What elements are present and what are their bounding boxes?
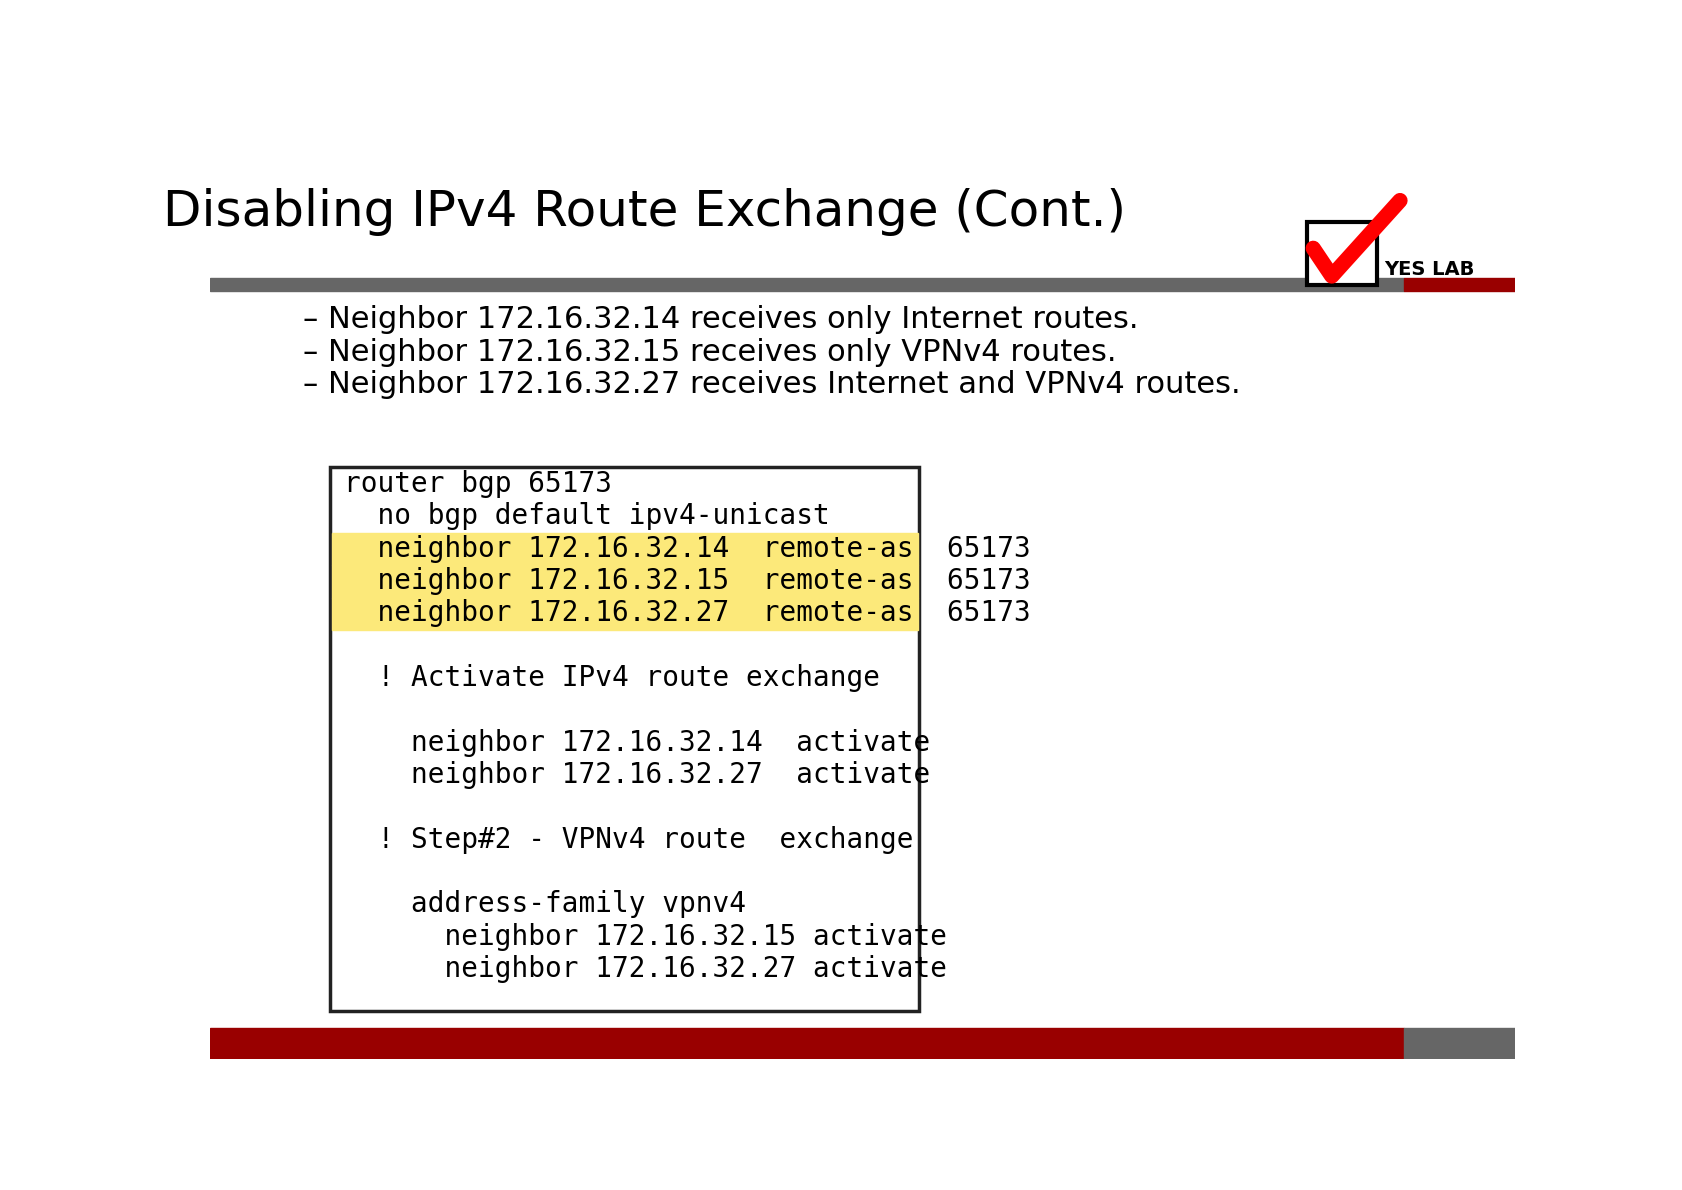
Bar bbox=[1403, 1028, 1514, 1059]
Bar bbox=[331, 597, 917, 630]
Bar bbox=[331, 565, 917, 597]
Text: YES LAB: YES LAB bbox=[1384, 261, 1473, 280]
Text: – Neighbor 172.16.32.14 receives only Internet routes.: – Neighbor 172.16.32.14 receives only In… bbox=[303, 306, 1139, 334]
Text: neighbor 172.16.32.14  activate: neighbor 172.16.32.14 activate bbox=[345, 728, 930, 757]
Text: – Neighbor 172.16.32.15 receives only VPNv4 routes.: – Neighbor 172.16.32.15 receives only VP… bbox=[303, 338, 1117, 367]
Text: Disabling IPv4 Route Exchange (Cont.): Disabling IPv4 Route Exchange (Cont.) bbox=[163, 188, 1125, 236]
Bar bbox=[210, 1028, 1403, 1059]
Text: neighbor 172.16.32.14  remote-as  65173: neighbor 172.16.32.14 remote-as 65173 bbox=[345, 534, 1031, 563]
Bar bbox=[330, 466, 918, 1012]
Text: neighbor 172.16.32.15 activate: neighbor 172.16.32.15 activate bbox=[345, 922, 947, 951]
Bar bbox=[331, 533, 917, 565]
Text: ! Activate IPv4 route exchange: ! Activate IPv4 route exchange bbox=[345, 664, 880, 691]
Bar bbox=[210, 277, 1403, 292]
Text: neighbor 172.16.32.27  activate: neighbor 172.16.32.27 activate bbox=[345, 760, 930, 789]
Text: router bgp 65173: router bgp 65173 bbox=[345, 470, 612, 497]
Text: neighbor 172.16.32.27  remote-as  65173: neighbor 172.16.32.27 remote-as 65173 bbox=[345, 600, 1031, 627]
Text: – Neighbor 172.16.32.27 receives Internet and VPNv4 routes.: – Neighbor 172.16.32.27 receives Interne… bbox=[303, 370, 1240, 399]
Text: neighbor 172.16.32.15  remote-as  65173: neighbor 172.16.32.15 remote-as 65173 bbox=[345, 566, 1031, 595]
Text: no bgp default ipv4-unicast: no bgp default ipv4-unicast bbox=[345, 502, 829, 531]
Bar bbox=[1307, 223, 1376, 286]
Text: neighbor 172.16.32.27 activate: neighbor 172.16.32.27 activate bbox=[345, 956, 947, 983]
Text: address-family vpnv4: address-family vpnv4 bbox=[345, 890, 747, 919]
Bar bbox=[1403, 277, 1514, 292]
Text: ! Step#2 - VPNv4 route  exchange: ! Step#2 - VPNv4 route exchange bbox=[345, 826, 913, 853]
